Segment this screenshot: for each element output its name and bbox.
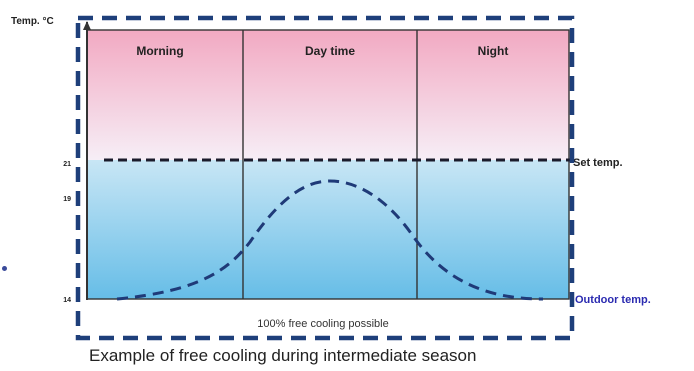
y-axis-arrowhead bbox=[83, 21, 91, 30]
period-label-morning: Morning bbox=[136, 44, 183, 58]
period-label-night: Night bbox=[478, 44, 509, 58]
below-set-temp-zone bbox=[87, 160, 569, 299]
period-label-daytime: Day time bbox=[305, 44, 355, 58]
set-temp-label: Set temp. bbox=[573, 157, 623, 169]
above-set-temp-zone bbox=[87, 30, 569, 160]
free-cooling-dashed-frame bbox=[75, 15, 575, 341]
outdoor-temp-curve bbox=[116, 179, 544, 301]
free-cooling-label: 100% free cooling possible bbox=[257, 318, 388, 330]
y-tick-21: 21 bbox=[63, 161, 71, 168]
figure-caption: Example of free cooling during intermedi… bbox=[89, 346, 477, 365]
y-tick-19: 19 bbox=[63, 196, 71, 203]
outdoor-temp-label: Outdoor temp. bbox=[575, 294, 651, 306]
y-tick-14: 14 bbox=[63, 297, 71, 304]
edge-dot bbox=[2, 266, 7, 271]
y-axis-label: Temp. °C bbox=[11, 16, 54, 27]
